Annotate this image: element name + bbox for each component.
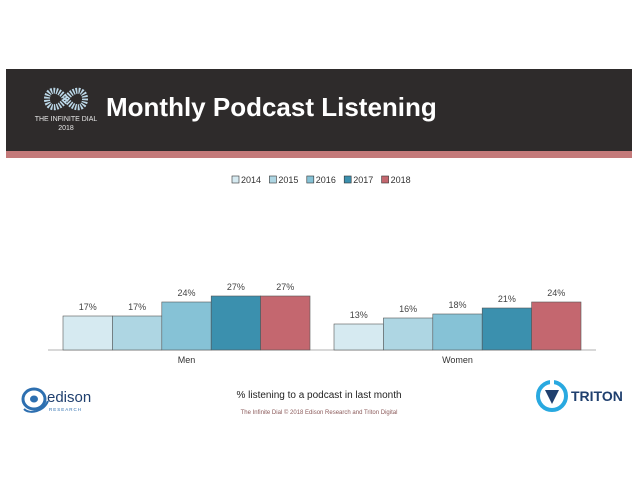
legend-label-2017: 2017 [353,175,373,185]
triton-logo: TRITON [536,380,623,412]
legend-swatch-2017 [343,175,352,184]
bar-men-2014 [62,315,113,351]
chart-legend: 2014 2015 2016 2017 2018 [231,175,411,185]
infinity-icon [44,87,88,111]
infinite-dial-logo: THE INFINITE DIAL 2018 [30,84,102,136]
bar-men-2018 [260,295,311,351]
category-label-women: Women [442,355,473,365]
title-banner [6,69,632,151]
data-label-men-2015: 17% [128,302,146,312]
data-label-women-2016: 18% [448,300,466,310]
legend-swatch-2016 [306,175,315,184]
bar-women-2017 [481,307,532,351]
bar-men-2016 [161,301,212,351]
bar-men-2015 [112,315,163,351]
data-label-men-2017: 27% [227,282,245,292]
triton-wordmark: TRITON [571,388,623,404]
banner-accent-strip [6,151,632,158]
edison-subtitle: RESEARCH [49,407,82,412]
data-label-men-2018: 27% [276,282,294,292]
brand-year: 2018 [58,125,74,132]
bar-women-2015 [383,317,434,351]
edison-research-logo: edison RESEARCH [21,387,91,413]
legend-label-2018: 2018 [391,175,411,185]
legend-swatch-2015 [269,175,277,184]
data-label-men-2014: 17% [79,302,97,312]
bar-women-2018 [531,301,582,351]
data-label-women-2018: 24% [547,288,565,298]
bar-chart: 2014 2015 2016 2017 2018 17% 17% 24% 27% 27% Men 13… [48,175,596,365]
category-label-men: Men [178,355,196,365]
brand-name: THE INFINITE DIAL [34,116,98,123]
edison-swirl-icon [21,387,49,413]
bar-women-2014 [333,323,384,351]
credit-line: The Infinite Dial © 2018 Edison Research… [240,410,398,416]
triton-emblem-icon [536,380,568,412]
data-label-men-2016: 24% [177,288,195,298]
legend-swatch-2014 [231,175,240,184]
data-label-women-2014: 13% [350,310,368,320]
bar-men-2017 [210,295,261,351]
legend-label-2015: 2015 [278,175,298,185]
data-label-women-2017: 21% [498,294,516,304]
chart-caption: % listening to a podcast in last month [236,390,402,401]
legend-label-2016: 2016 [316,175,336,185]
legend-swatch-2018 [381,175,389,184]
edison-wordmark: edison [47,389,91,406]
data-label-women-2015: 16% [399,304,417,314]
page-title: Monthly Podcast Listening [106,92,437,122]
bar-women-2016 [432,313,483,351]
legend-label-2014: 2014 [241,175,261,185]
